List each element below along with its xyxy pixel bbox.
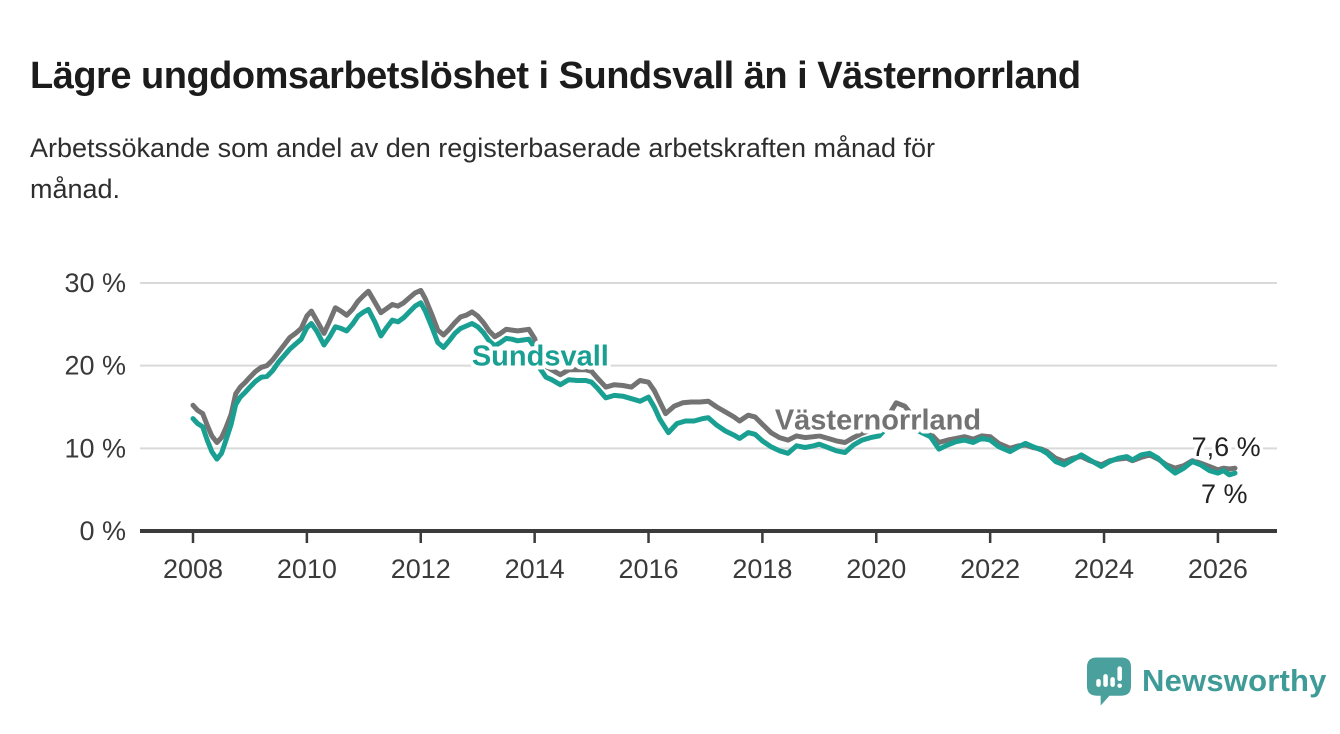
chart-subtitle-line-2: månad. (30, 174, 121, 204)
vsternorrland-series-label: Västernorrland (775, 404, 981, 436)
y-tick-label-20: 20 % (64, 351, 126, 381)
chart-subtitle: Arbetssökande som andel av den registerb… (30, 128, 1250, 210)
chart-subtitle-line-1: Arbetssökande som andel av den registerb… (30, 133, 936, 163)
newsworthy-wordmark: Newsworthy (1142, 663, 1327, 698)
x-tick-label-2018: 2018 (732, 554, 792, 584)
x-tick-label-2024: 2024 (1074, 554, 1134, 584)
sundsvall-line (190, 300, 1238, 478)
sundsvall-series-label: Sundsvall (472, 341, 609, 373)
vsternorrland-end-value-label: 7,6 % (1192, 432, 1261, 462)
x-tick-label-2020: 2020 (846, 554, 906, 584)
logo-bar-3 (1110, 677, 1115, 687)
x-tick-label-2026: 2026 (1188, 554, 1248, 584)
logo-bar-2 (1103, 674, 1108, 687)
sundsvall-end-value-label: 7 % (1201, 479, 1248, 509)
x-tick-label-2022: 2022 (960, 554, 1020, 584)
logo-exclamation-bar (1117, 666, 1122, 681)
newsworthy-speech-bubble-bar-chart-icon (1086, 657, 1132, 706)
x-tick-label-2014: 2014 (505, 554, 565, 584)
y-tick-label-30: 30 % (64, 268, 126, 298)
y-tick-label-0: 0 % (79, 516, 126, 546)
y-tick-label-10: 10 % (64, 433, 126, 463)
logo-bar-1 (1096, 679, 1101, 687)
x-tick-label-2008: 2008 (163, 554, 223, 584)
x-tick-label-2012: 2012 (391, 554, 451, 584)
vsternorrland-line (190, 287, 1238, 473)
page-title: Lägre ungdomsarbetslöshet i Sundsvall än… (30, 55, 1081, 98)
newsworthy-branding: Newsworthy (1085, 655, 1327, 707)
x-tick-label-2016: 2016 (618, 554, 678, 584)
x-tick-label-2010: 2010 (277, 554, 337, 584)
logo-exclamation-dot (1117, 683, 1122, 688)
